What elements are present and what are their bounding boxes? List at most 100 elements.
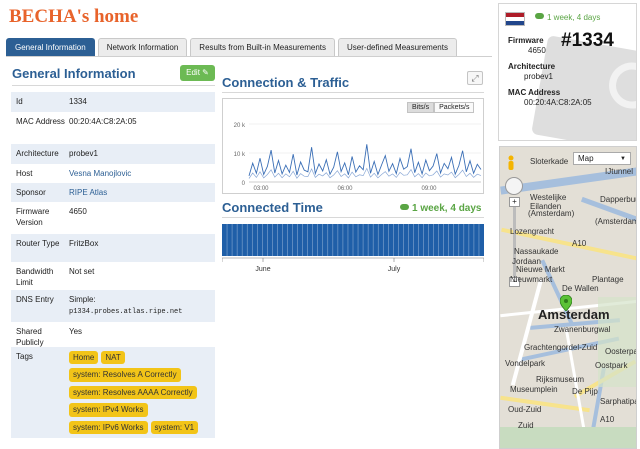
- cloud-up-icon: [400, 204, 409, 210]
- series-line: [248, 167, 482, 179]
- map-label: Grachtengordel-Zuid: [524, 343, 598, 352]
- zoom-control: + −: [509, 197, 520, 287]
- unit-toggle: Bits/s Packets/s: [407, 102, 475, 113]
- y-tick-label: 20 k: [234, 123, 246, 129]
- traffic-rule: [222, 92, 484, 93]
- row-key: DNS Entry: [16, 295, 54, 304]
- side-uptime-text: 1 week, 4 days: [547, 13, 601, 22]
- location-map[interactable]: Map ▼ + − Sloterkade IJtunnel Westelijke…: [499, 146, 637, 449]
- netherlands-flag-icon: [505, 12, 525, 26]
- pan-control-icon[interactable]: [505, 177, 523, 195]
- probe-details-table: Id 1334 MAC Address 00:20:4A:C8:2A:05 Ar…: [11, 92, 215, 438]
- mac-address-label: MAC Address: [508, 88, 561, 97]
- tag: system: IPv6 Works: [69, 420, 148, 434]
- map-city-label: Amsterdam: [538, 307, 610, 322]
- tab-network-information[interactable]: Network Information: [97, 38, 188, 56]
- tab-divider: [6, 56, 492, 57]
- table-row: DNS Entry Simple: p1334.probes.atlas.rip…: [11, 290, 215, 322]
- street-view-pegman-icon[interactable]: [507, 155, 515, 171]
- table-row: Id 1334: [11, 92, 215, 112]
- table-row: MAC Address 00:20:4A:C8:2A:05: [11, 112, 215, 144]
- tag: system: IPv4 Works: [69, 403, 148, 417]
- row-value: probev1: [69, 149, 98, 158]
- map-label: Nieuwmarkt: [510, 275, 553, 284]
- series-line: [248, 144, 482, 177]
- page-title: BECHA's home: [9, 6, 139, 27]
- row-value: FritzBox: [69, 239, 99, 248]
- traffic-chart: Bits/s Packets/s 20 k 10 k 0 03:00 06:00…: [222, 98, 484, 194]
- probe-location-marker-icon[interactable]: [560, 295, 572, 311]
- month-label: June: [255, 266, 270, 273]
- map-label: IJtunnel: [605, 167, 634, 176]
- tab-builtin-measurements[interactable]: Results from Built-in Measurements: [190, 38, 336, 56]
- road-label: A10: [600, 415, 615, 424]
- probe-id: #1334: [561, 30, 614, 51]
- firmware-value: 4650: [528, 46, 546, 55]
- map-label: Zuid: [518, 421, 534, 430]
- zoom-in-button[interactable]: +: [509, 197, 520, 207]
- map-label: Rijksmuseum: [536, 375, 585, 384]
- map-label: Nassaukade: [514, 247, 559, 256]
- connected-rule: [222, 217, 484, 218]
- map-type-select[interactable]: Map ▼: [573, 152, 631, 165]
- packets-toggle[interactable]: Packets/s: [434, 102, 475, 113]
- edit-icon: ✎: [202, 68, 209, 77]
- row-value: 00:20:4A:C8:2A:05: [69, 117, 137, 126]
- connected-time-plot: June July: [221, 224, 485, 273]
- row-value: Not set: [69, 267, 95, 276]
- mac-address-value: 00:20:4A:C8:2A:05: [524, 98, 592, 107]
- tag: NAT: [101, 351, 125, 365]
- tab-general-information[interactable]: General Information: [6, 38, 95, 56]
- row-value: 4650: [69, 207, 87, 216]
- tab-user-defined-measurements[interactable]: User-defined Measurements: [338, 38, 457, 56]
- row-key: Sponsor: [16, 188, 46, 197]
- map-label: Plantage: [592, 275, 624, 284]
- zoom-out-button[interactable]: −: [509, 277, 520, 287]
- traffic-plot: 20 k 10 k 0 03:00 06:00 09:00: [234, 123, 482, 192]
- table-row: Shared Publicly Yes: [11, 322, 215, 347]
- uptime-text: 1 week, 4 days: [412, 203, 482, 214]
- tab-bar: General Information Network Information …: [6, 38, 457, 56]
- y-tick-label: 0: [242, 181, 246, 187]
- table-row: Router Type FritzBox: [11, 234, 215, 262]
- row-key: Firmware Version: [16, 207, 50, 227]
- map-label: Lozengracht: [510, 227, 555, 236]
- probe-summary-card: 1 week, 4 days Firmware 4650 #1334 Archi…: [498, 3, 637, 141]
- row-key: Id: [16, 97, 23, 106]
- map-label: (Amsterdam): [528, 209, 575, 218]
- row-key: Host: [16, 169, 33, 178]
- row-value: 1334: [69, 97, 87, 106]
- row-key: Shared Publicly: [16, 327, 44, 347]
- map-label: Eilanden: [530, 202, 562, 211]
- x-tick-label: 06:00: [337, 186, 353, 192]
- map-label: Oostpark: [595, 361, 628, 370]
- edit-button[interactable]: Edit ✎: [180, 65, 215, 81]
- map-label: Westelijke: [530, 193, 567, 202]
- cloud-up-icon: [535, 13, 544, 19]
- tag-list: Home NAT system: Resolves A Correctly sy…: [69, 351, 210, 434]
- x-tick-label: 09:00: [421, 186, 437, 192]
- road-label: A10: [572, 239, 587, 248]
- table-row: Bandwidth Limit Not set: [11, 262, 215, 290]
- architecture-value: probev1: [524, 72, 553, 81]
- host-link[interactable]: Vesna Manojlovic: [69, 169, 132, 178]
- connected-time-title: Connected Time: [222, 200, 323, 215]
- map-label: Jordaan: [512, 257, 541, 266]
- zoom-slider[interactable]: [513, 207, 516, 277]
- row-value: Yes: [69, 327, 83, 336]
- tag: system: V1: [150, 420, 199, 434]
- row-key: MAC Address: [16, 117, 65, 126]
- uptime-badge: 1 week, 4 days: [400, 203, 482, 214]
- bits-toggle[interactable]: Bits/s: [407, 102, 435, 113]
- traffic-title: Connection & Traffic: [222, 75, 350, 90]
- expand-icon[interactable]: ⤢: [467, 71, 483, 85]
- sponsor-link[interactable]: RIPE Atlas: [69, 188, 108, 197]
- x-tick-label: 03:00: [253, 186, 269, 192]
- map-label: Vondelpark: [505, 359, 546, 368]
- map-label: Zwanenburgwal: [554, 325, 611, 334]
- side-uptime: 1 week, 4 days: [535, 13, 600, 22]
- map-label: De Pijp: [572, 387, 598, 396]
- tag: system: Resolves A Correctly: [69, 368, 181, 382]
- table-row: Sponsor RIPE Atlas: [11, 183, 215, 202]
- connected-time-chart: June July: [221, 224, 485, 273]
